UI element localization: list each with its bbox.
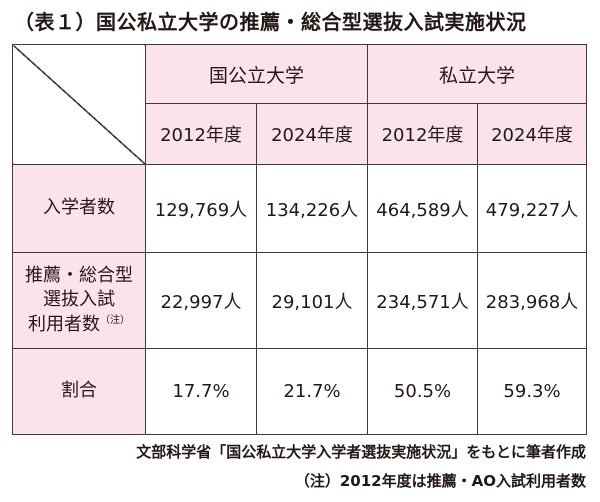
row-header-ratio: 割合 [12,348,146,435]
row-header-line-3: 利用者数 [28,313,100,335]
table-row-enrollment: 入学者数 129,769人 134,226人 464,589人 479,227人 [12,164,588,253]
year-header-row: 2012年度 2024年度 2012年度 2024年度 [13,103,588,165]
cell-users-private-2024: 283,968人 [477,252,588,349]
admissions-table: 国公立大学 私立大学 2012年度 2024年度 2012年度 2024年度 入… [12,44,588,435]
group-header-row: 国公立大学 私立大学 [12,44,588,165]
year-header-public-2024: 2024年度 [255,103,369,165]
row-header-line-2: 選抜入試 [43,289,115,311]
cell-enrollment-public-2024: 134,226人 [255,164,369,253]
group-header-national-public: 国公立大学 [144,44,369,104]
cell-enrollment-private-2012: 464,589人 [367,164,479,253]
cell-ratio-public-2024: 21.7% [255,348,369,435]
cell-ratio-private-2024: 59.3% [477,348,588,435]
footnote: （注）2012年度は推薦・AO入試利用者数 [294,472,586,490]
group-header-private: 私立大学 [367,44,588,104]
cell-users-private-2012: 234,571人 [367,252,479,349]
row-header-enrollment: 入学者数 [12,164,146,253]
cell-enrollment-private-2024: 479,227人 [477,164,588,253]
year-header-private-2012: 2012年度 [367,103,479,165]
cell-users-public-2024: 29,101人 [255,252,369,349]
table-row-selection-users: 推薦・総合型 選抜入試 利用者数（注） 22,997人 29,101人 234,… [12,252,588,349]
cell-users-public-2012: 22,997人 [145,252,257,349]
row-header-ratio-label: 割合 [61,380,97,402]
row-header-selection-users: 推薦・総合型 選抜入試 利用者数（注） [12,252,146,349]
year-header-public-2012: 2012年度 [145,103,257,165]
table-title: （表１）国公私立大学の推薦・総合型選抜入試実施状況 [14,10,527,34]
source-note: 文部科学省「国公私立大学入学者選抜実施状況」をもとに筆者作成 [136,443,586,461]
row-header-line-1: 推薦・総合型 [25,265,133,287]
note-mark: （注） [100,314,130,326]
table-row-ratio: 割合 17.7% 21.7% 50.5% 59.3% [12,348,588,435]
cell-ratio-private-2012: 50.5% [367,348,479,435]
corner-cell [12,44,146,165]
cell-enrollment-public-2012: 129,769人 [145,164,257,253]
row-header-enrollment-label: 入学者数 [43,197,115,219]
year-header-private-2024: 2024年度 [477,103,588,165]
cell-ratio-public-2012: 17.7% [145,348,257,435]
